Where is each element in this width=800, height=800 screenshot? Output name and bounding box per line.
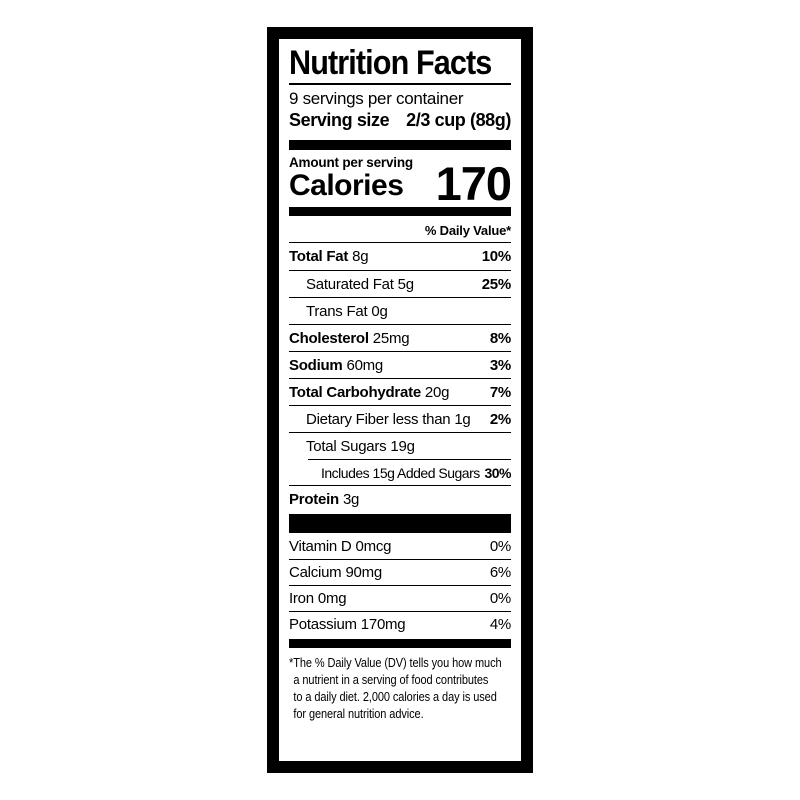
footnote-line: for general nutrition advice. — [293, 707, 424, 721]
vitamin-dv: 6% — [489, 564, 511, 581]
nutrient-amount: less than 1g — [392, 410, 471, 428]
footnote-line: a nutrient in a serving of food contribu… — [293, 673, 489, 687]
nutrient-row-total-carbohydrate: Total Carbohydrate 20g 7% — [289, 378, 511, 405]
vitamin-row-potassium: Potassium 170mg 4% — [289, 611, 511, 637]
thick-divider — [289, 514, 511, 533]
nutrient-row-total-sugars: Total Sugars 19g — [289, 432, 511, 459]
vitamin-row-vitamin-d: Vitamin D 0mcg 0% — [289, 533, 511, 559]
nutrient-name: Trans Fat — [306, 302, 368, 320]
serving-size-value: 2/3 cup (88g) — [406, 110, 511, 130]
label-title: Nutrition Facts — [289, 44, 492, 82]
serving-size-label: Serving size — [289, 110, 390, 130]
nutrient-name: Includes 15g Added Sugars — [321, 464, 480, 481]
nutrient-row-total-fat: Total Fat 8g 10% — [289, 243, 511, 270]
nutrient-row-dietary-fiber: Dietary Fiber less than 1g 2% — [289, 405, 511, 432]
vitamin-amount: 90mg — [345, 564, 382, 581]
thick-divider — [289, 207, 511, 216]
nutrient-amount: 8g — [352, 248, 369, 265]
calories-label: Calories — [289, 169, 404, 202]
nutrient-amount: 60mg — [346, 356, 384, 374]
vitamin-name: Calcium — [289, 564, 342, 581]
nutrition-facts-label: Nutrition Facts 9 servings per container… — [267, 27, 533, 773]
vitamin-name: Potassium — [289, 616, 357, 633]
nutrient-row-trans-fat: Trans Fat 0g — [289, 297, 511, 324]
nutrient-dv: 3% — [489, 356, 511, 374]
nutrient-name: Protein — [289, 490, 339, 508]
thick-divider — [289, 639, 511, 648]
calories-left: Amount per serving Calories — [289, 155, 413, 201]
nutrient-name: Total Sugars — [306, 437, 387, 455]
nutrient-dv: 10% — [481, 248, 512, 265]
calories-value: 170 — [435, 157, 512, 210]
nutrient-name: Total Carbohydrate — [289, 383, 421, 401]
vitamin-dv: 0% — [489, 590, 511, 607]
nutrient-amount: 19g — [390, 437, 415, 455]
thick-divider — [289, 140, 511, 150]
nutrient-dv: 8% — [489, 329, 511, 347]
footnote-line: *The % Daily Value (DV) tells you how mu… — [289, 656, 502, 670]
footnote: *The % Daily Value (DV) tells you how mu… — [289, 655, 512, 723]
nutrient-row-protein: Protein 3g — [289, 485, 511, 512]
daily-value-header: % Daily Value* — [289, 216, 511, 243]
nutrient-row-added-sugars: Includes 15g Added Sugars 30% — [308, 459, 511, 485]
footnote-line: to a daily diet. 2,000 calories a day is… — [293, 690, 497, 704]
nutrient-amount: 25mg — [372, 329, 410, 347]
nutrient-row-cholesterol: Cholesterol 25mg 8% — [289, 324, 511, 351]
vitamin-dv: 4% — [489, 616, 511, 633]
nutrient-row-sodium: Sodium 60mg 3% — [289, 351, 511, 378]
calories-section: Amount per serving Calories 170 — [289, 155, 512, 210]
nutrient-name: Sodium — [289, 356, 343, 374]
nutrient-name: Total Fat — [289, 248, 349, 265]
serving-size-row: Serving size 2/3 cup (88g) — [289, 109, 511, 132]
nutrient-row-saturated-fat: Saturated Fat 5g 25% — [289, 270, 511, 297]
vitamin-amount: 0mg — [317, 590, 347, 607]
vitamin-name: Iron — [289, 590, 314, 607]
nutrient-dv: 25% — [481, 275, 512, 293]
nutrient-dv: 30% — [484, 464, 511, 481]
vitamin-dv: 0% — [489, 537, 511, 555]
hairline-divider — [289, 83, 511, 85]
servings-per-container: 9 servings per container — [289, 89, 464, 108]
vitamin-amount: 0mcg — [355, 537, 392, 555]
nutrient-name: Saturated Fat — [306, 275, 394, 293]
vitamin-row-iron: Iron 0mg 0% — [289, 585, 511, 611]
nutrient-amount: 3g — [342, 490, 360, 508]
nutrient-name: Dietary Fiber — [306, 410, 389, 428]
nutrient-dv: 7% — [489, 383, 511, 401]
nutrient-amount: 0g — [371, 302, 388, 320]
vitamin-row-calcium: Calcium 90mg 6% — [289, 559, 511, 585]
nutrient-name: Cholesterol — [289, 329, 369, 347]
vitamin-amount: 170mg — [360, 616, 406, 633]
vitamin-name: Vitamin D — [289, 537, 352, 555]
nutrient-dv: 2% — [489, 410, 511, 428]
nutrient-amount: 5g — [397, 275, 414, 293]
amount-per-serving-label: Amount per serving — [289, 155, 413, 170]
nutrient-amount: 20g — [424, 383, 450, 401]
